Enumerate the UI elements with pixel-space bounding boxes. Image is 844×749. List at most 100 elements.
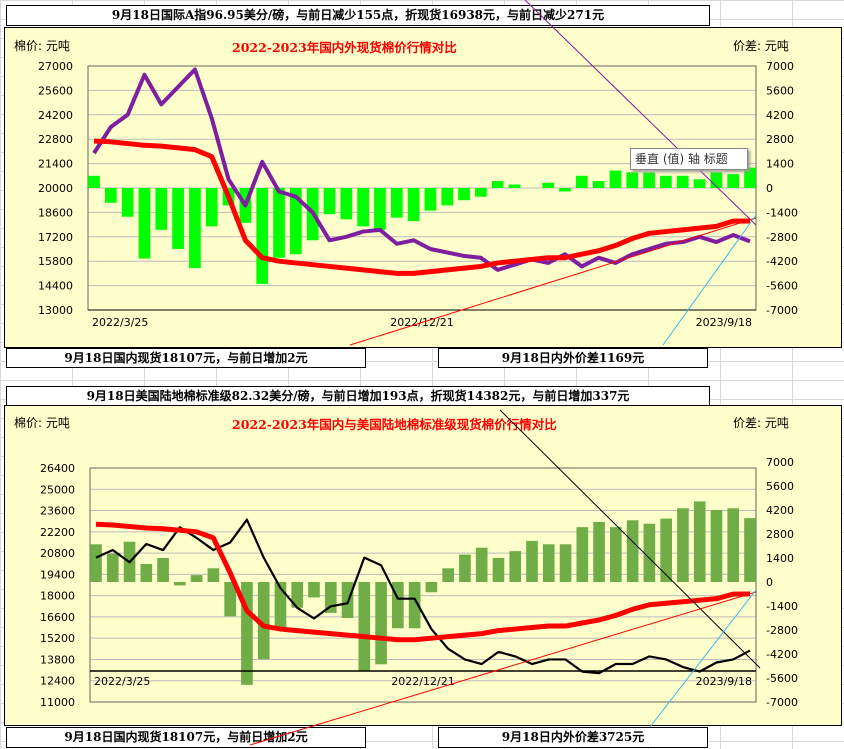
top-footer-domestic: 9月18日国内现货18107元，与前日增加2元 bbox=[6, 348, 366, 368]
trend-line bbox=[662, 214, 757, 346]
spread-bar bbox=[172, 188, 184, 249]
y2-tick-label: -1400 bbox=[766, 600, 798, 613]
y-tick-label: 26400 bbox=[40, 462, 75, 475]
spread-bar bbox=[308, 582, 320, 598]
spread-bar bbox=[592, 181, 605, 188]
x-tick-label: 2023/9/18 bbox=[696, 316, 752, 329]
spread-bar bbox=[559, 544, 572, 582]
spread-bar bbox=[458, 188, 470, 201]
spread-bar bbox=[693, 501, 706, 582]
spread-bar bbox=[290, 188, 302, 255]
x-tick-label: 2022/3/25 bbox=[94, 675, 150, 688]
y-tick-label: 21400 bbox=[38, 158, 73, 171]
x-tick-label: 2022/3/25 bbox=[92, 316, 148, 329]
y-tick-label: 15200 bbox=[40, 632, 75, 645]
trend-line bbox=[249, 591, 757, 746]
spread-bar bbox=[273, 188, 285, 258]
spread-bar bbox=[90, 544, 102, 582]
spread-bar bbox=[509, 551, 522, 582]
spread-bar bbox=[157, 558, 169, 582]
y-tick-label: 22200 bbox=[40, 526, 75, 539]
y2-tick-label: 0 bbox=[766, 576, 773, 589]
trend-line bbox=[649, 589, 757, 728]
spread-bar bbox=[205, 188, 218, 227]
y2-tick-label: 7000 bbox=[766, 456, 794, 469]
domestic-line bbox=[95, 521, 751, 643]
y-tick-label: 12400 bbox=[40, 675, 75, 688]
spread-bar bbox=[357, 188, 369, 227]
spread-bar bbox=[424, 188, 437, 211]
spread-bar bbox=[190, 575, 203, 582]
spread-bar bbox=[407, 188, 420, 222]
spread-bar bbox=[610, 527, 622, 582]
international-line bbox=[92, 67, 751, 272]
spread-bar bbox=[559, 188, 571, 192]
top-y2-axis-title: 价差: 元吨 bbox=[733, 39, 789, 53]
spread-bar bbox=[274, 582, 287, 629]
y-tick-label: 20000 bbox=[38, 182, 73, 195]
y2-tick-label: -2800 bbox=[766, 624, 798, 637]
us-line bbox=[95, 518, 751, 675]
y2-tick-label: 0 bbox=[766, 182, 773, 195]
y-tick-label: 18000 bbox=[40, 590, 75, 603]
spread-bar bbox=[643, 172, 655, 188]
y2-tick-label: -4200 bbox=[766, 255, 798, 268]
spread-bar bbox=[207, 568, 220, 582]
y2-tick-label: -4200 bbox=[766, 648, 798, 661]
y-tick-label: 18600 bbox=[38, 206, 73, 219]
top-headline: 9月18日国际A指96.95美分/磅，与前日减少155点，折现货16938元，与… bbox=[6, 5, 710, 26]
spread-bar bbox=[189, 188, 201, 269]
y2-tick-label: 4200 bbox=[766, 504, 794, 517]
spread-bar bbox=[88, 175, 100, 188]
trend-line bbox=[524, 0, 757, 226]
y-tick-label: 14400 bbox=[38, 280, 73, 293]
spread-bar bbox=[441, 188, 454, 206]
y2-tick-label: 4200 bbox=[766, 109, 794, 122]
x-tick-label: 2023/9/18 bbox=[696, 675, 752, 688]
spread-bar bbox=[459, 554, 471, 582]
spread-bar bbox=[508, 184, 521, 188]
y-tick-label: 15800 bbox=[38, 255, 73, 268]
y2-tick-label: 2800 bbox=[766, 133, 794, 146]
spread-bar bbox=[676, 175, 689, 188]
spread-bar bbox=[324, 582, 337, 613]
spread-bar bbox=[174, 582, 186, 586]
y2-tick-label: 1400 bbox=[766, 158, 794, 171]
spread-bar bbox=[491, 181, 504, 188]
spread-bar bbox=[374, 188, 386, 230]
y2-tick-label: 1400 bbox=[766, 552, 794, 565]
spread-bar bbox=[575, 175, 588, 188]
spread-bar bbox=[138, 188, 151, 259]
spread-bar bbox=[660, 175, 672, 188]
spread-bar bbox=[257, 582, 270, 660]
spread-bar bbox=[358, 582, 371, 672]
domestic-line bbox=[93, 138, 751, 276]
trend-line bbox=[349, 217, 757, 346]
spread-bar bbox=[392, 582, 404, 629]
spread-bar bbox=[475, 547, 488, 582]
x-tick-label: 2022/12/21 bbox=[391, 675, 454, 688]
spread-bar bbox=[710, 510, 723, 582]
spread-bar bbox=[576, 527, 589, 582]
y2-tick-label: 2800 bbox=[766, 528, 794, 541]
y2-tick-label: 5600 bbox=[766, 480, 794, 493]
y-tick-label: 20800 bbox=[40, 547, 75, 560]
spread-bar bbox=[106, 553, 119, 582]
bottom-headline: 9月18日美国陆地棉标准级82.32美分/磅，与前日增加193点，折现货1438… bbox=[6, 386, 710, 406]
bottom-chart-title: 2022-2023年国内与美国陆地棉标准级现货棉价行情对比 bbox=[232, 417, 557, 432]
spread-bar bbox=[256, 188, 269, 284]
y-tick-label: 11000 bbox=[40, 696, 75, 709]
spread-bar bbox=[727, 174, 740, 188]
spread-bar bbox=[224, 582, 236, 617]
spread-bar bbox=[660, 518, 672, 582]
y-tick-label: 17200 bbox=[38, 231, 73, 244]
spread-bar bbox=[340, 188, 353, 220]
spread-bar bbox=[408, 582, 421, 629]
spread-bar bbox=[744, 167, 756, 188]
spread-bar bbox=[341, 582, 354, 618]
spread-bar bbox=[492, 558, 505, 582]
top-chart-title: 2022-2023年国内外现货棉价行情对比 bbox=[232, 40, 457, 55]
spread-bar bbox=[626, 520, 639, 582]
axis-title-tooltip: 垂直 (值) 轴 标题 bbox=[630, 148, 748, 170]
spread-bar bbox=[693, 179, 706, 188]
